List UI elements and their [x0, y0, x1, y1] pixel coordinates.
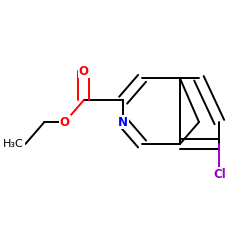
- Text: H₃C: H₃C: [3, 139, 24, 149]
- Text: O: O: [60, 116, 70, 128]
- Text: O: O: [79, 64, 89, 78]
- Text: N: N: [118, 116, 128, 128]
- Text: Cl: Cl: [213, 168, 226, 181]
